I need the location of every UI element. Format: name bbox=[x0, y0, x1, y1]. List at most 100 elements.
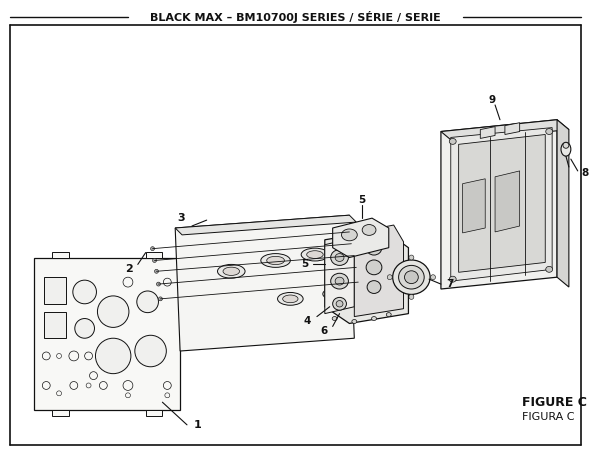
Ellipse shape bbox=[165, 393, 170, 398]
Ellipse shape bbox=[409, 294, 414, 299]
Text: 5: 5 bbox=[301, 259, 308, 269]
Polygon shape bbox=[34, 258, 180, 410]
Ellipse shape bbox=[152, 258, 157, 263]
Polygon shape bbox=[44, 312, 66, 338]
Ellipse shape bbox=[398, 265, 424, 289]
Ellipse shape bbox=[85, 352, 92, 360]
Ellipse shape bbox=[335, 277, 344, 285]
Text: 9: 9 bbox=[488, 95, 496, 105]
Ellipse shape bbox=[163, 278, 171, 286]
Ellipse shape bbox=[336, 301, 343, 307]
Ellipse shape bbox=[387, 275, 392, 280]
Polygon shape bbox=[332, 218, 389, 258]
Ellipse shape bbox=[367, 281, 381, 293]
Ellipse shape bbox=[332, 298, 346, 310]
Ellipse shape bbox=[157, 282, 160, 286]
Ellipse shape bbox=[43, 382, 50, 389]
Ellipse shape bbox=[135, 335, 166, 367]
Ellipse shape bbox=[392, 260, 430, 294]
Ellipse shape bbox=[371, 317, 376, 320]
Polygon shape bbox=[451, 127, 552, 281]
Polygon shape bbox=[325, 230, 409, 324]
Polygon shape bbox=[557, 120, 569, 287]
Ellipse shape bbox=[123, 380, 133, 390]
Ellipse shape bbox=[449, 138, 456, 144]
Ellipse shape bbox=[267, 256, 284, 265]
Ellipse shape bbox=[301, 248, 329, 261]
Ellipse shape bbox=[366, 240, 382, 255]
Text: 2: 2 bbox=[125, 264, 133, 274]
Ellipse shape bbox=[223, 267, 239, 275]
Ellipse shape bbox=[137, 291, 158, 313]
Ellipse shape bbox=[151, 247, 155, 251]
Ellipse shape bbox=[100, 382, 107, 389]
Ellipse shape bbox=[561, 142, 571, 156]
Ellipse shape bbox=[307, 251, 323, 258]
Text: 6: 6 bbox=[320, 326, 328, 336]
Polygon shape bbox=[175, 215, 355, 351]
Text: 4: 4 bbox=[304, 315, 311, 325]
Polygon shape bbox=[463, 179, 485, 233]
Ellipse shape bbox=[331, 250, 349, 265]
Text: 7: 7 bbox=[446, 279, 453, 289]
Polygon shape bbox=[480, 126, 495, 138]
Text: 5: 5 bbox=[359, 196, 366, 206]
Ellipse shape bbox=[95, 338, 131, 374]
Ellipse shape bbox=[123, 277, 133, 287]
Ellipse shape bbox=[431, 275, 436, 280]
Ellipse shape bbox=[332, 317, 337, 320]
Ellipse shape bbox=[125, 393, 130, 398]
Ellipse shape bbox=[328, 290, 342, 298]
Ellipse shape bbox=[163, 382, 171, 389]
Ellipse shape bbox=[89, 372, 97, 379]
Polygon shape bbox=[52, 410, 69, 416]
Ellipse shape bbox=[261, 253, 290, 268]
Polygon shape bbox=[44, 277, 66, 304]
Ellipse shape bbox=[331, 273, 349, 289]
Ellipse shape bbox=[546, 129, 553, 135]
Ellipse shape bbox=[362, 225, 376, 235]
Text: 3: 3 bbox=[178, 213, 185, 223]
Ellipse shape bbox=[323, 288, 346, 300]
Ellipse shape bbox=[56, 391, 62, 396]
Ellipse shape bbox=[283, 295, 298, 303]
Ellipse shape bbox=[75, 318, 94, 338]
Ellipse shape bbox=[404, 271, 418, 283]
Ellipse shape bbox=[69, 351, 79, 361]
Text: 8: 8 bbox=[581, 168, 589, 178]
Polygon shape bbox=[441, 120, 569, 142]
Ellipse shape bbox=[341, 229, 357, 241]
Text: FIGURE C: FIGURE C bbox=[521, 396, 587, 409]
Ellipse shape bbox=[70, 382, 78, 389]
Ellipse shape bbox=[43, 352, 50, 360]
Ellipse shape bbox=[352, 319, 357, 324]
Ellipse shape bbox=[278, 293, 303, 305]
Polygon shape bbox=[441, 120, 557, 289]
Text: FIGURA C: FIGURA C bbox=[521, 412, 574, 422]
Polygon shape bbox=[458, 135, 545, 272]
Ellipse shape bbox=[155, 269, 158, 273]
Ellipse shape bbox=[73, 280, 97, 304]
Ellipse shape bbox=[158, 297, 163, 301]
Polygon shape bbox=[355, 225, 404, 317]
Text: BLACK MAX – BM10700J SERIES / SÉRIE / SERIE: BLACK MAX – BM10700J SERIES / SÉRIE / SE… bbox=[150, 11, 440, 23]
Ellipse shape bbox=[86, 383, 91, 388]
Polygon shape bbox=[146, 410, 163, 416]
Ellipse shape bbox=[546, 266, 553, 272]
Text: 1: 1 bbox=[194, 420, 202, 430]
Polygon shape bbox=[146, 252, 163, 258]
Polygon shape bbox=[325, 238, 355, 313]
Ellipse shape bbox=[449, 276, 456, 282]
Ellipse shape bbox=[409, 255, 414, 260]
Polygon shape bbox=[505, 123, 520, 135]
Polygon shape bbox=[52, 252, 69, 258]
Ellipse shape bbox=[218, 264, 245, 278]
Polygon shape bbox=[495, 171, 520, 232]
Ellipse shape bbox=[563, 142, 569, 148]
Polygon shape bbox=[175, 215, 356, 235]
Ellipse shape bbox=[386, 313, 391, 317]
Ellipse shape bbox=[366, 260, 382, 275]
Ellipse shape bbox=[335, 253, 344, 262]
Ellipse shape bbox=[97, 296, 129, 328]
Ellipse shape bbox=[56, 354, 62, 359]
